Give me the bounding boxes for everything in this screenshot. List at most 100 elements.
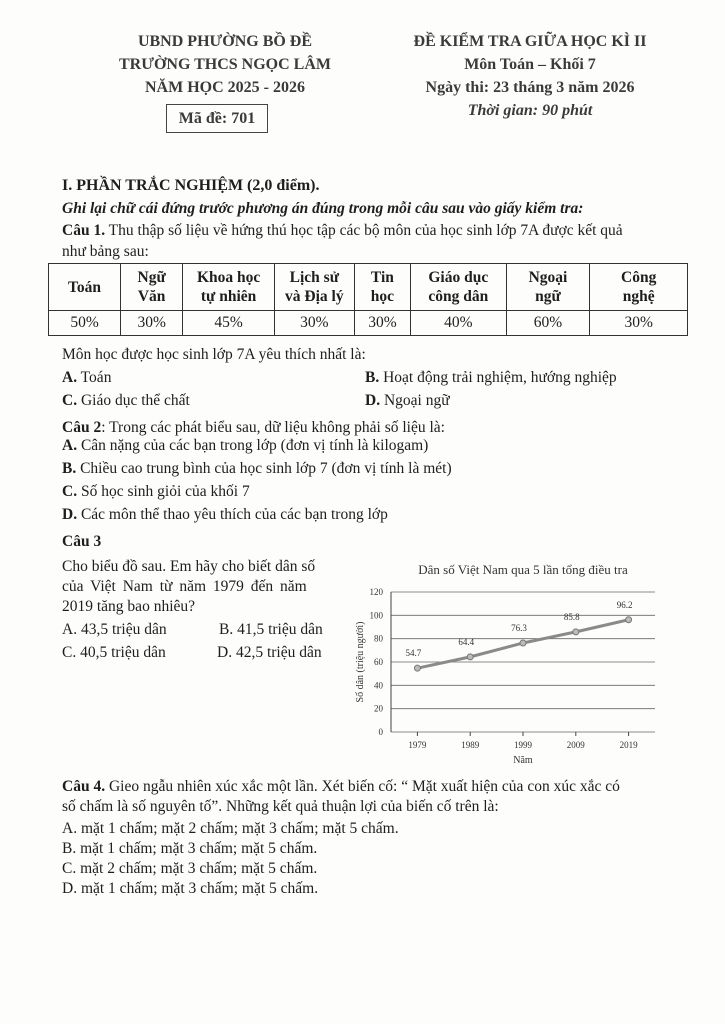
exam-code: Mã đề: 701 [166, 104, 268, 133]
option-text: Toán [77, 369, 112, 386]
table-header-cell: Lịch sử và Địa lý [273, 263, 355, 311]
exam-date: Ngày thi: 23 tháng 3 năm 2026 [425, 79, 635, 96]
header-text: học [370, 288, 395, 305]
q4-line2: số chấm là số nguyên tố”. Những kết quả … [62, 798, 499, 815]
section-title: I. PHẦN TRẮC NGHIỆM (2,0 điểm). [62, 177, 320, 194]
option-text: Giáo dục thể chất [77, 392, 190, 409]
header-text: nghệ [622, 288, 655, 305]
y-tick-label: 60 [374, 657, 384, 667]
q1-option-d: D. Ngoại ngữ [365, 391, 450, 411]
q4-option-c: C. mặt 2 chấm; mặt 3 chấm; mặt 5 chấm. [62, 860, 318, 877]
q2-text: Câu 2: Trong các phát biểu sau, dữ liệu … [62, 418, 445, 438]
header-text: công dân [428, 288, 489, 305]
table-header-cell: Toán [47, 263, 122, 311]
y-tick-label: 20 [374, 704, 384, 714]
header-text: ngữ [535, 288, 561, 305]
table-cell: 30% [273, 310, 355, 336]
option-letter: D. [365, 392, 381, 409]
table-header-cell: Giáo dục công dân [410, 263, 507, 311]
header-left: UBND PHƯỜNG BỒ ĐỀ TRƯỜNG THCS NGỌC LÂM N… [90, 30, 360, 99]
q4-text: Câu 4. Gieo ngẫu nhiên xúc xắc một lần. … [62, 777, 620, 797]
option-letter: D. [62, 506, 78, 523]
table-header-cell: Ngoại ngữ [505, 263, 591, 311]
option-text: Ngoại ngữ [380, 392, 450, 409]
school-year: NĂM HỌC 2025 - 2026 [145, 79, 305, 96]
q1-question: Môn học được học sinh lớp 7A yêu thích n… [62, 346, 366, 363]
x-tick-label: 1979 [408, 740, 427, 750]
q1-label: Câu 1. [62, 222, 106, 239]
table-header-cell: Ngữ Văn [120, 263, 184, 311]
header-text: Văn [137, 288, 166, 305]
header-text: và Địa lý [285, 288, 344, 305]
table-header-cell: Công nghệ [589, 263, 688, 311]
x-axis-label: Năm [513, 755, 533, 766]
option-text: Các môn thể thao yêu thích của các bạn t… [77, 506, 388, 523]
q4-label: Câu 4. [62, 778, 106, 795]
header-text: Tin [370, 269, 394, 286]
q3-option-a: A. 43,5 triệu dân [62, 621, 167, 638]
option-letter: A. [62, 369, 78, 386]
x-tick-label: 2009 [567, 740, 586, 750]
header-text: Công [621, 269, 657, 286]
data-label: 85.8 [564, 612, 580, 622]
table-cell: 60% [505, 310, 591, 336]
q3-option-d: D. 42,5 triệu dân [217, 644, 322, 661]
data-label: 96.2 [617, 600, 633, 610]
q3-line2: của Việt Nam từ năm 1979 đến năm [62, 578, 307, 595]
header-text: tự nhiên [200, 288, 257, 305]
interest-table: Toán Ngữ Văn Khoa học tự nhiên Lịch sử và Địa … [47, 263, 688, 336]
q2-option-a: A. Cân nặng của các bạn trong lớp (đơn v… [62, 436, 428, 456]
q2-label: Câu 2 [62, 419, 102, 436]
y-tick-label: 100 [370, 610, 384, 620]
option-text: Số học sinh giỏi của khối 7 [77, 483, 250, 500]
header-text: Giáo dục [428, 269, 489, 286]
option-text: Cân nặng của các bạn trong lớp (đơn vị t… [77, 437, 429, 454]
x-tick-label: 2019 [620, 740, 639, 750]
table-cell: 45% [182, 310, 275, 336]
table-header-row: Toán Ngữ Văn Khoa học tự nhiên Lịch sử và Địa … [47, 263, 688, 311]
q2-option-b: B. Chiều cao trung bình của học sinh lớp… [62, 459, 452, 479]
data-point [519, 639, 527, 647]
q3-line3: 2019 tăng bao nhiêu? [62, 598, 196, 615]
data-point [625, 616, 633, 624]
header-text: Lịch sử [289, 269, 340, 286]
option-text: Hoạt động trải nghiệm, hướng nghiệp [379, 369, 617, 386]
q1-option-b: B. Hoạt động trải nghiệm, hướng nghiệp [365, 368, 617, 388]
authority: UBND PHƯỜNG BỒ ĐỀ [137, 33, 313, 50]
table-header-cell: Tin học [353, 263, 412, 311]
q2-question: : Trong các phát biểu sau, dữ liệu không… [101, 419, 445, 436]
y-tick-label: 120 [370, 587, 384, 597]
q3-line1: Cho biểu đồ sau. Em hãy cho biết dân số [62, 558, 316, 575]
table-cell: 50% [47, 310, 122, 336]
population-chart: Dân số Việt Nam qua 5 lần tổng điều tra 0… [355, 562, 655, 766]
q2-option-d: D. Các môn thể thao yêu thích của các bạ… [62, 505, 388, 525]
option-letter: B. [62, 460, 77, 477]
q1-option-c: C. Giáo dục thể chất [62, 391, 190, 411]
data-point [413, 664, 421, 672]
data-point [572, 628, 580, 636]
q1-text1: Thu thập số liệu về hứng thú học tập các… [105, 222, 623, 239]
header-right: ĐỀ KIỂM TRA GIỮA HỌC KÌ II Môn Toán – Kh… [370, 30, 690, 122]
data-label: 76.3 [511, 623, 527, 633]
q1-option-a: A. Toán [62, 368, 111, 388]
x-tick-label: 1989 [461, 740, 480, 750]
q3-option-b: B. 41,5 triệu dân [219, 621, 323, 638]
q3-label: Câu 3 [62, 533, 102, 550]
q1-text: Câu 1. Thu thập số liệu về hứng thú học … [62, 221, 623, 241]
option-letter: A. [62, 437, 78, 454]
q1-text2: như bảng sau: [62, 243, 149, 260]
table-cell: 40% [410, 310, 507, 336]
q4-option-a: A. mặt 1 chấm; mặt 2 chấm; mặt 3 chấm; m… [62, 820, 399, 837]
exam-title: ĐỀ KIỂM TRA GIỮA HỌC KÌ II [413, 33, 647, 50]
y-tick-label: 40 [374, 680, 384, 690]
option-text: Chiều cao trung bình của học sinh lớp 7 … [76, 460, 452, 477]
duration: Thời gian: 90 phút [467, 102, 593, 119]
table-cell: 30% [353, 310, 412, 336]
y-axis-label: Số dân (triệu người) [355, 622, 366, 703]
header-text: Ngữ [137, 269, 166, 286]
table-cell: 30% [120, 310, 184, 336]
table-header-cell: Khoa học tự nhiên [182, 263, 275, 311]
option-letter: B. [365, 369, 380, 386]
header-text: Khoa học [196, 269, 261, 286]
